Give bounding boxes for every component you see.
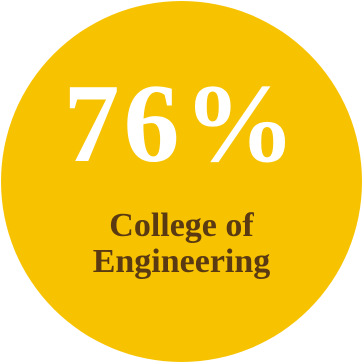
- stat-label: College of Engineering: [0, 208, 363, 280]
- stat-label-line-1: College of: [109, 207, 254, 244]
- stat-label-line-2: Engineering: [92, 243, 271, 280]
- stat-percent: 76%: [63, 62, 300, 186]
